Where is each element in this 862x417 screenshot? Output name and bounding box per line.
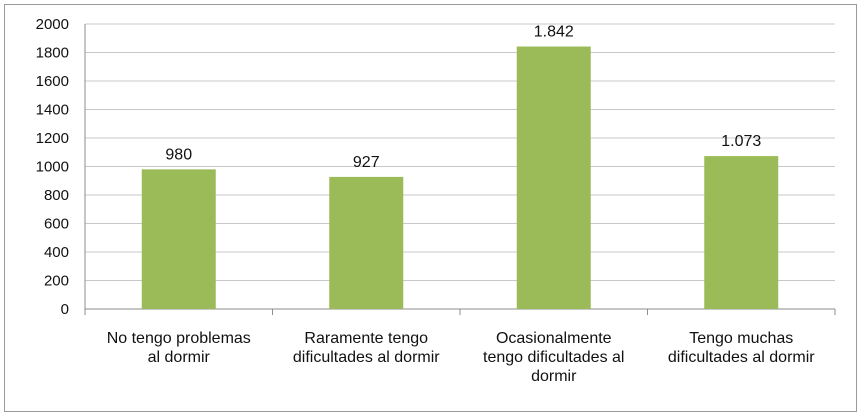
category-label: dificultades al dormir (668, 349, 815, 366)
data-label: 1.073 (721, 133, 761, 150)
bar (704, 156, 779, 309)
y-tick-label: 2000 (36, 16, 69, 33)
bar (516, 46, 591, 309)
category-label: dificultades al dormir (293, 349, 440, 366)
data-label: 980 (165, 146, 192, 163)
bar (141, 169, 216, 309)
data-label: 927 (353, 154, 380, 171)
y-tick-label: 1400 (36, 102, 69, 119)
category-label: Ocasionalmente (496, 330, 612, 347)
y-tick-label: 1000 (36, 159, 69, 176)
bar (329, 176, 404, 309)
category-label: al dormir (148, 349, 211, 366)
category-label: tengo dificultades al (483, 349, 624, 366)
category-label: Tengo muchas (689, 330, 793, 347)
y-tick-label: 600 (44, 216, 69, 233)
y-tick-label: 1600 (36, 73, 69, 90)
category-label: Raramente tengo (304, 330, 428, 347)
y-tick-label: 0 (61, 301, 69, 318)
category-label: No tengo problemas (107, 330, 251, 347)
y-tick-label: 1200 (36, 130, 69, 147)
y-tick-label: 200 (44, 273, 69, 290)
y-tick-label: 800 (44, 187, 69, 204)
category-label: dormir (531, 368, 577, 385)
data-label: 1.842 (534, 24, 574, 41)
y-tick-label: 400 (44, 244, 69, 261)
y-tick-label: 1800 (36, 45, 69, 62)
